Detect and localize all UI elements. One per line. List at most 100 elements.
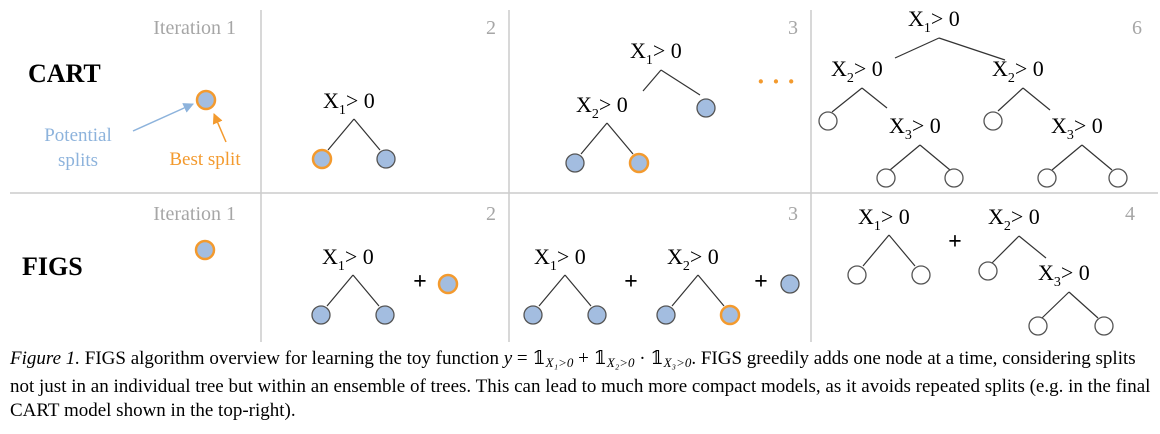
tree-edges bbox=[326, 37, 1113, 319]
split-condition: > 0 bbox=[1061, 260, 1090, 285]
ellipsis: · · · bbox=[756, 67, 795, 96]
tree-edge bbox=[991, 235, 1020, 264]
tree-edge bbox=[1068, 291, 1099, 319]
split-labels: X1> 0X1> 0X2> 0X1> 0X2> 0X3> 0X2> 0X3> 0… bbox=[322, 6, 1103, 290]
split-subscript: 1 bbox=[339, 103, 346, 118]
figs-iter4-tree2-left-node bbox=[978, 261, 998, 281]
figs-iter3-plus-2: + bbox=[754, 269, 768, 295]
split-variable: X bbox=[889, 113, 905, 138]
tree-edge bbox=[919, 144, 951, 171]
tree-edge bbox=[606, 122, 634, 155]
split-subscript: 3 bbox=[1054, 275, 1061, 290]
cart-iter6-root-split-label: X1> 0 bbox=[908, 6, 960, 36]
tree-edge bbox=[861, 87, 888, 109]
figs-iter4-tree2-right-split-label: X3> 0 bbox=[1038, 260, 1090, 290]
split-variable: X bbox=[831, 56, 847, 81]
cart-iter6-lrr-node bbox=[944, 168, 964, 188]
split-variable: X bbox=[1051, 113, 1067, 138]
split-subscript: 3 bbox=[905, 128, 912, 143]
caption-math-y: y bbox=[503, 348, 513, 369]
figs-iter3-tree1-left-node bbox=[523, 305, 543, 325]
tree-edge bbox=[352, 274, 380, 307]
split-variable: X bbox=[992, 56, 1008, 81]
tree-edge bbox=[889, 144, 921, 171]
split-condition: > 0 bbox=[1011, 204, 1040, 229]
figure-caption: Figure 1. FIGS algorithm overview for le… bbox=[10, 347, 1155, 423]
split-subscript: 1 bbox=[874, 219, 881, 234]
iteration-label-cart-6: 6 bbox=[1132, 17, 1142, 39]
split-variable: X bbox=[322, 244, 338, 269]
figs-iter3-tree1-split-label: X1> 0 bbox=[534, 244, 586, 274]
cart-iter3-sub-split-label: X2> 0 bbox=[576, 92, 628, 122]
split-condition: > 0 bbox=[881, 204, 910, 229]
split-subscript: 2 bbox=[592, 107, 599, 122]
tree-edge bbox=[538, 274, 566, 307]
caption-text-before-math: FIGS algorithm overview for learning the… bbox=[80, 348, 504, 369]
cart-iter6-rl-node bbox=[983, 111, 1003, 131]
iteration-label-cart-2: 2 bbox=[486, 17, 496, 39]
figs-iter3-tree2-split-label: X2> 0 bbox=[667, 244, 719, 274]
tree-edge bbox=[1081, 144, 1113, 171]
tree-edge bbox=[642, 69, 662, 92]
tree-edge bbox=[894, 37, 940, 59]
tree-edge bbox=[1022, 87, 1051, 111]
tree-edge bbox=[1051, 144, 1083, 171]
split-variable: X bbox=[323, 88, 339, 113]
cart-iter6-rrl-node bbox=[1037, 168, 1057, 188]
caption-indicator-2: 𝟙 bbox=[593, 348, 607, 369]
caption-term1-sub: X₁>0 bbox=[545, 355, 574, 370]
split-condition: > 0 bbox=[1074, 113, 1103, 138]
split-condition: > 0 bbox=[690, 244, 719, 269]
split-variable: X bbox=[630, 38, 646, 63]
tree-edge bbox=[580, 122, 608, 155]
cart-iter2-split-label: X1> 0 bbox=[323, 88, 375, 118]
tree-edge bbox=[997, 87, 1024, 112]
row-label-figs: FIGS bbox=[22, 252, 83, 281]
iteration-label-figs-1: Iteration 1 bbox=[153, 203, 236, 225]
split-variable: X bbox=[988, 204, 1004, 229]
tree-nodes bbox=[194, 89, 1128, 336]
split-subscript: 2 bbox=[1008, 71, 1015, 86]
cart-iter6-lr-split-label: X3> 0 bbox=[889, 113, 941, 143]
iteration-label-figs-2: 2 bbox=[486, 203, 496, 225]
figs-iter1-root-node bbox=[194, 239, 216, 261]
cart-iter6-ll-node bbox=[818, 111, 838, 131]
split-variable: X bbox=[576, 92, 592, 117]
potential-splits-arrow bbox=[132, 103, 194, 132]
tree-edge bbox=[671, 274, 699, 307]
figs-iter2-tree1-right-node bbox=[375, 305, 395, 325]
figs-iter4-tree2-rr-node bbox=[1094, 316, 1114, 336]
figs-iter4-plus: + bbox=[948, 229, 962, 255]
figs-iter4-tree1-split-label: X1> 0 bbox=[858, 204, 910, 234]
cart-iter6-left-split-label: X2> 0 bbox=[831, 56, 883, 86]
split-subscript: 1 bbox=[338, 259, 345, 274]
iteration-label-figs-4: 4 bbox=[1125, 203, 1135, 225]
figs-iter3-tree2-right-node bbox=[719, 304, 741, 326]
split-variable: X bbox=[858, 204, 874, 229]
split-condition: > 0 bbox=[1015, 56, 1044, 81]
split-variable: X bbox=[534, 244, 550, 269]
row-label-cart: CART bbox=[28, 59, 101, 88]
caption-indicator-3: 𝟙 bbox=[650, 348, 664, 369]
split-condition: > 0 bbox=[599, 92, 628, 117]
caption-term3-sub: X₃>0 bbox=[663, 355, 692, 370]
plus-signs: + + + + bbox=[413, 229, 962, 295]
split-condition: > 0 bbox=[912, 113, 941, 138]
split-condition: > 0 bbox=[346, 88, 375, 113]
best-split-arrow bbox=[212, 113, 227, 143]
split-condition: > 0 bbox=[931, 6, 960, 31]
tree-edge bbox=[862, 234, 890, 267]
cart-iter3-sub-right-node bbox=[628, 152, 650, 174]
tree-edge bbox=[831, 87, 863, 113]
caption-indicator-1: 𝟙 bbox=[532, 348, 546, 369]
split-condition: > 0 bbox=[653, 38, 682, 63]
figs-iter2-new-root-node bbox=[437, 273, 459, 295]
split-subscript: 2 bbox=[847, 71, 854, 86]
iteration-label-figs-3: 3 bbox=[788, 203, 798, 225]
cart-iter3-root-split-label: X1> 0 bbox=[630, 38, 682, 68]
figs-iter2-tree1-left-node bbox=[311, 305, 331, 325]
cart-iter3-sub-left-node bbox=[565, 153, 585, 173]
split-condition: > 0 bbox=[557, 244, 586, 269]
figs-iter4-tree2-split-label: X2> 0 bbox=[988, 204, 1040, 234]
cart-iter1-root-node bbox=[195, 89, 217, 111]
